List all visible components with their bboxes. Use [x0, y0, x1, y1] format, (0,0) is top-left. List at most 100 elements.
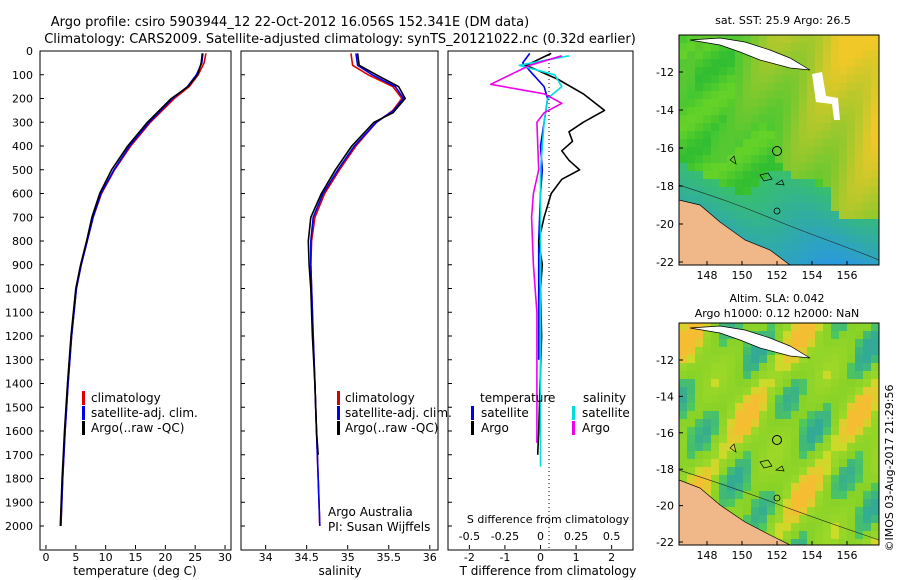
field-cell — [783, 115, 791, 123]
field-cell — [863, 387, 871, 395]
field-cell — [799, 435, 807, 443]
field-cell — [775, 515, 783, 523]
field-cell — [695, 331, 703, 339]
field-cell — [807, 531, 815, 539]
field-cell — [823, 515, 831, 523]
field-cell — [783, 163, 791, 171]
field-cell — [823, 355, 831, 363]
field-cell — [855, 43, 863, 51]
field-cell — [703, 155, 711, 163]
field-cell — [759, 203, 767, 211]
field-cell — [687, 443, 695, 451]
field-cell — [815, 427, 823, 435]
field-cell — [759, 331, 767, 339]
field-cell — [767, 459, 775, 467]
field-cell — [775, 243, 783, 251]
field-cell — [679, 363, 687, 371]
field-cell — [695, 195, 703, 203]
field-cell — [823, 67, 831, 75]
field-cell — [727, 491, 735, 499]
field-cell — [775, 35, 783, 43]
field-cell — [871, 515, 879, 523]
field-cell — [679, 123, 687, 131]
field-cell — [711, 411, 719, 419]
field-cell — [695, 419, 703, 427]
field-cell — [695, 459, 703, 467]
field-cell — [823, 251, 831, 259]
field-cell — [775, 459, 783, 467]
field-cell — [847, 227, 855, 235]
field-cell — [807, 539, 815, 545]
field-cell — [695, 67, 703, 75]
field-cell — [719, 83, 727, 91]
field-cell — [719, 443, 727, 451]
field-cell — [679, 347, 687, 355]
field-cell — [687, 107, 695, 115]
field-cell — [823, 107, 831, 115]
field-cell — [807, 395, 815, 403]
field-cell — [863, 171, 871, 179]
field-cell — [775, 419, 783, 427]
field-cell — [799, 507, 807, 515]
field-cell — [791, 395, 799, 403]
field-cell — [855, 347, 863, 355]
field-cell — [775, 219, 783, 227]
field-cell — [815, 371, 823, 379]
field-cell — [807, 219, 815, 227]
field-cell — [807, 35, 815, 43]
field-cell — [783, 251, 791, 259]
field-cell — [839, 371, 847, 379]
field-cell — [743, 227, 751, 235]
field-cell — [695, 379, 703, 387]
field-cell — [831, 427, 839, 435]
field-cell — [855, 403, 863, 411]
field-cell — [751, 35, 759, 43]
field-cell — [735, 59, 743, 67]
field-cell — [847, 347, 855, 355]
field-cell — [799, 395, 807, 403]
field-cell — [839, 251, 847, 259]
field-cell — [799, 115, 807, 123]
field-cell — [695, 91, 703, 99]
field-cell — [831, 243, 839, 251]
field-cell — [759, 155, 767, 163]
field-cell — [871, 211, 879, 219]
field-cell — [767, 179, 775, 187]
field-cell — [727, 411, 735, 419]
map-y-tick-label: -18 — [656, 463, 674, 476]
field-cell — [751, 499, 759, 507]
field-cell — [823, 163, 831, 171]
field-cell — [807, 443, 815, 451]
field-cell — [695, 403, 703, 411]
field-cell — [823, 59, 831, 67]
field-cell — [863, 51, 871, 59]
field-cell — [767, 379, 775, 387]
field-cell — [807, 99, 815, 107]
field-cell — [767, 187, 775, 195]
field-cell — [871, 371, 879, 379]
field-cell — [759, 363, 767, 371]
field-cell — [855, 443, 863, 451]
difference-panel-frame — [447, 50, 634, 551]
field-cell — [727, 499, 735, 507]
field-cell — [687, 171, 695, 179]
field-cell — [831, 147, 839, 155]
field-cell — [711, 83, 719, 91]
field-cell — [823, 347, 831, 355]
depth-tick-label: 1600 — [5, 425, 33, 438]
field-cell — [815, 443, 823, 451]
field-cell — [727, 179, 735, 187]
field-cell — [863, 363, 871, 371]
field-cell — [823, 235, 831, 243]
field-cell — [703, 99, 711, 107]
field-cell — [695, 107, 703, 115]
field-cell — [711, 107, 719, 115]
field-cell — [767, 163, 775, 171]
field-cell — [719, 59, 727, 67]
field-cell — [791, 155, 799, 163]
field-cell — [687, 51, 695, 59]
field-cell — [791, 467, 799, 475]
field-cell — [815, 51, 823, 59]
field-cell — [751, 411, 759, 419]
field-cell — [847, 243, 855, 251]
